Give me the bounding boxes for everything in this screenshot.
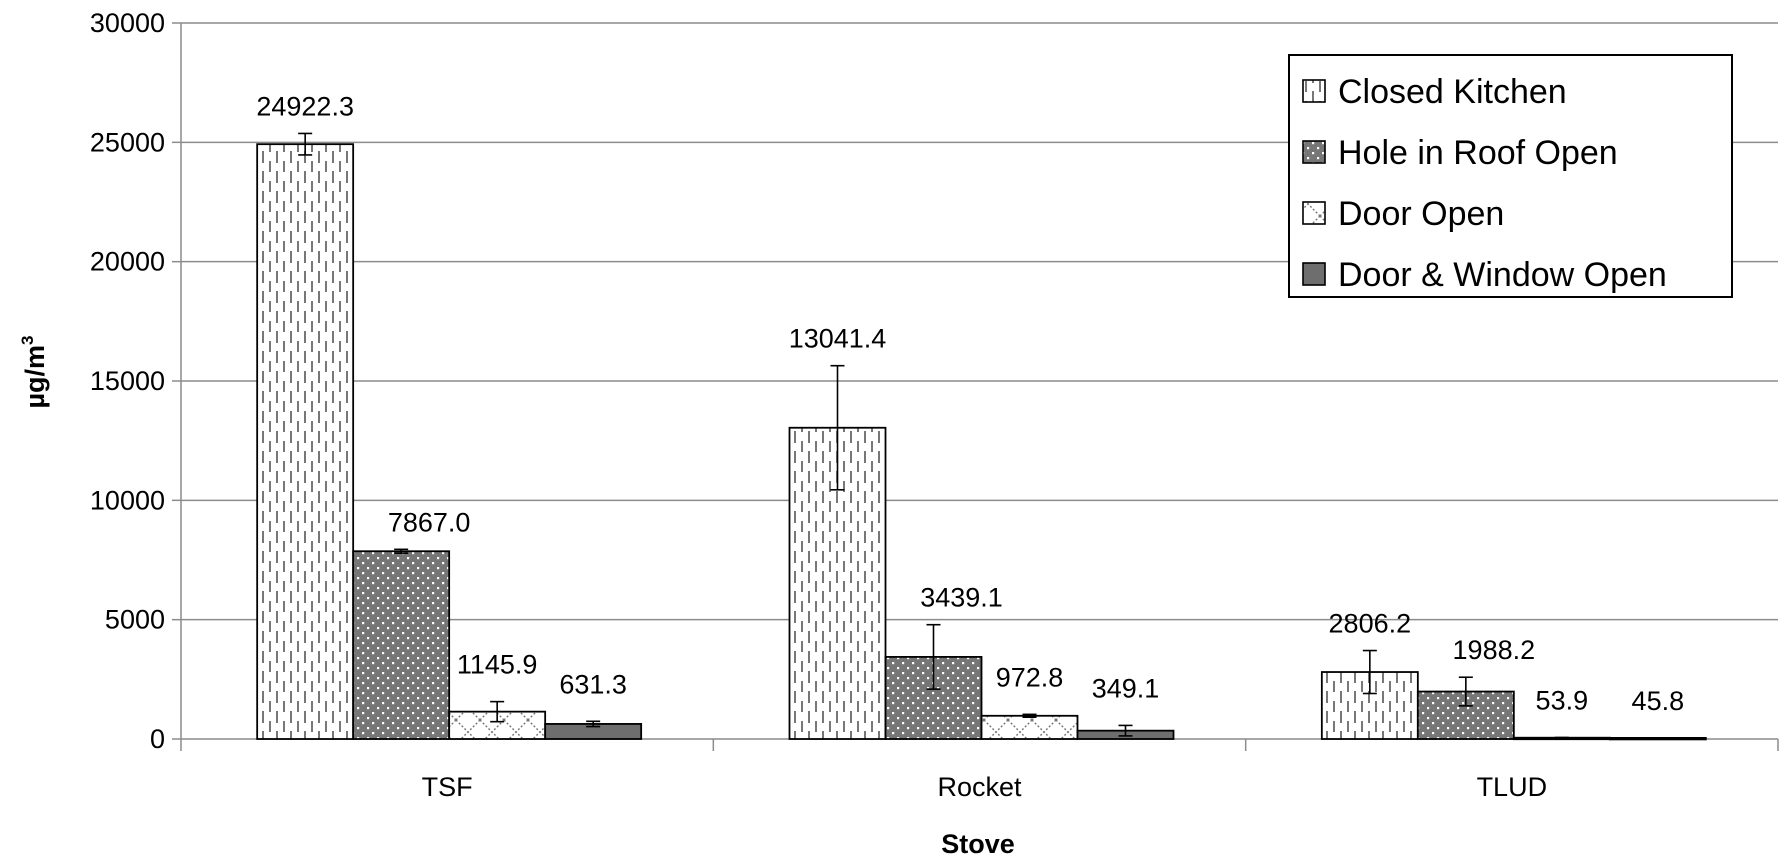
data-label: 1988.2 [1453, 635, 1536, 665]
legend-swatch [1302, 140, 1326, 164]
data-label: 13041.4 [789, 324, 887, 354]
y-axis-title: µg/m3 [18, 335, 50, 408]
x-axis-title: Stove [941, 829, 1015, 859]
data-label: 3439.1 [920, 583, 1003, 613]
y-tick-label: 30000 [90, 8, 165, 38]
legend-label: Closed Kitchen [1338, 73, 1567, 111]
bar [256, 143, 355, 740]
data-label: 349.1 [1092, 673, 1160, 703]
data-label: 1145.9 [457, 650, 538, 680]
legend-box [1288, 54, 1733, 298]
bar [352, 550, 451, 740]
bar [980, 714, 1079, 740]
data-label: 972.8 [996, 662, 1064, 692]
axes: 0 5000 10000 15000 20000 25000 30000 TSF Rocket T… [90, 8, 1779, 802]
legend-label: Hole in Roof Open [1338, 134, 1618, 172]
data-label: 53.9 [1536, 685, 1589, 715]
y-tick-label: 15000 [90, 366, 165, 396]
gridlines [181, 22, 1778, 621]
legend-label: Door & Window Open [1338, 256, 1667, 294]
data-labels: 24922.3 7867.0 1145.9 631.3 13041.4 3439.1 972… [256, 91, 1684, 715]
bars [256, 132, 1707, 741]
legend-swatch [1302, 201, 1326, 225]
legend-swatch [1302, 79, 1326, 103]
data-label: 45.8 [1632, 686, 1685, 716]
y-tick-label: 25000 [90, 127, 165, 157]
legend-swatch [1302, 262, 1326, 286]
data-label: 2806.2 [1329, 609, 1412, 639]
y-tick-label: 0 [150, 724, 165, 754]
x-tick-label: TLUD [1477, 772, 1548, 802]
legend-label: Door Open [1338, 195, 1504, 233]
y-tick-label: 20000 [90, 247, 165, 277]
x-tick-label: Rocket [937, 772, 1022, 802]
data-label: 7867.0 [388, 507, 471, 537]
x-tick-label: TSF [422, 772, 473, 802]
y-tick-label: 5000 [105, 605, 165, 635]
data-label: 24922.3 [256, 91, 354, 121]
legend: Closed Kitchen Hole in Roof Open Door Open… [1288, 54, 1733, 298]
y-tick-label: 10000 [90, 485, 165, 515]
data-label: 631.3 [559, 669, 627, 699]
